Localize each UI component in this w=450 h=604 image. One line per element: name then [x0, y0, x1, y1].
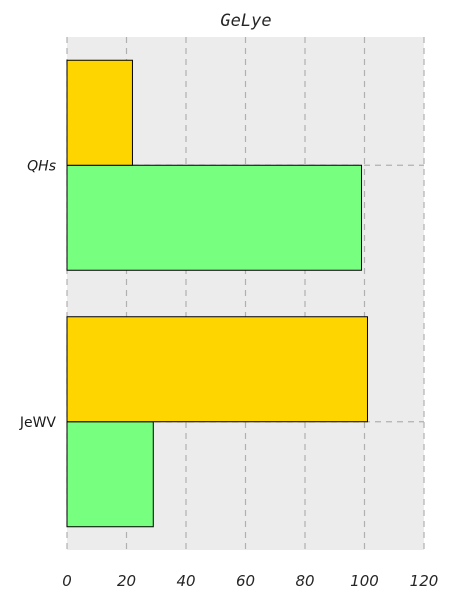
y-axis-ticks: JeWV QHs — [19, 158, 57, 431]
x-tick-label: 60 — [236, 572, 255, 590]
y-tick-label: QHs — [27, 158, 56, 174]
x-tick-label: 20 — [117, 572, 136, 590]
bar-QHs-series-1 — [66, 164, 363, 271]
chart-title: GeLye — [220, 11, 271, 31]
y-tick-label: JeWV — [19, 415, 57, 431]
bar-JeWV-series-2 — [66, 316, 368, 423]
x-tick-label: 100 — [350, 572, 379, 590]
x-tick-label: 40 — [176, 572, 195, 590]
x-axis-ticks: 0 20 40 60 80 100 120 — [62, 572, 438, 590]
bar-QHs-series-2 — [66, 59, 133, 166]
x-tick-label: 80 — [295, 572, 314, 590]
x-tick-label: 120 — [410, 572, 439, 590]
x-tick-label: 0 — [62, 572, 72, 590]
bar-JeWV-series-1 — [66, 421, 154, 528]
bar-layer — [66, 59, 368, 528]
